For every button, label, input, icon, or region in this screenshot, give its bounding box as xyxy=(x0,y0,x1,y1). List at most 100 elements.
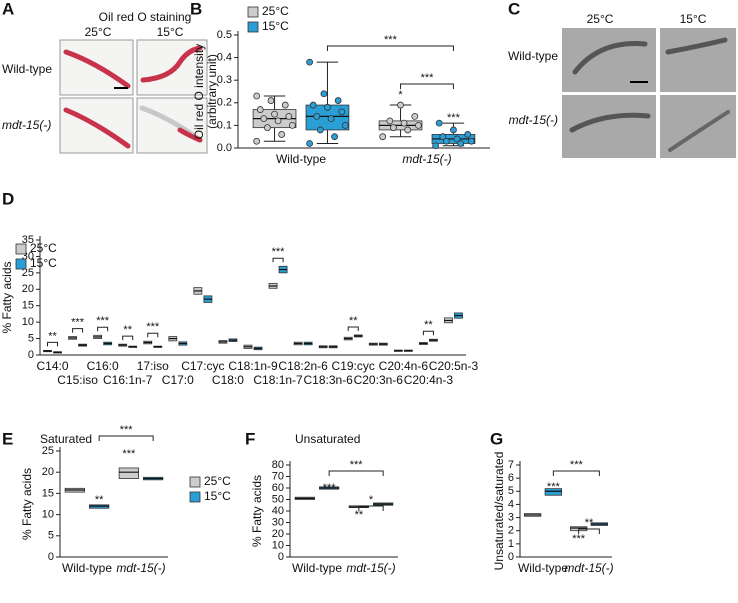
data-point xyxy=(334,97,342,104)
y-tick-label: 0 xyxy=(508,551,514,563)
significance-label: *** xyxy=(547,481,561,493)
y-tick-label: 5 xyxy=(508,485,514,497)
y-tick-label: 4 xyxy=(508,498,514,510)
y-tick-label: 50 xyxy=(272,493,284,505)
data-point xyxy=(274,117,282,125)
y-tick-label: 10 xyxy=(22,316,34,328)
y-axis-label: % Fatty acids xyxy=(0,261,14,333)
y-tick-label: 80 xyxy=(272,459,284,471)
significance-label: ** xyxy=(123,324,132,336)
y-tick-label: 20 xyxy=(42,466,54,478)
significance-bracket xyxy=(358,505,384,511)
x-tick-label: Wild-type xyxy=(276,152,326,166)
significance-label: ** xyxy=(349,315,358,327)
data-point xyxy=(442,137,450,145)
data-point xyxy=(467,137,475,145)
legend-swatch xyxy=(15,258,27,270)
row-label: mdt-15(-) xyxy=(2,118,51,132)
significance-label: *** xyxy=(96,315,110,327)
y-tick-label: 0.0 xyxy=(217,142,232,154)
significance-label: *** xyxy=(572,533,586,545)
y-tick-label: 0.4 xyxy=(217,52,232,64)
significance-label: *** xyxy=(146,321,160,333)
significance-label: *** xyxy=(272,246,286,258)
x-tick-label: mdt-15(-) xyxy=(402,152,451,166)
worm xyxy=(63,107,131,149)
significance-bracket xyxy=(147,332,159,338)
significance-bracket xyxy=(122,335,134,341)
data-point xyxy=(320,90,328,98)
x-tick-label: C18:1n-7 xyxy=(253,373,303,387)
panel-a: A Oil red O staining 25°C 15°C Wild-type… xyxy=(2,0,208,154)
legend-swatch xyxy=(15,243,27,255)
significance-label: *** xyxy=(323,482,337,494)
worm xyxy=(140,45,203,83)
significance-label: ** xyxy=(95,494,104,506)
worm xyxy=(665,37,728,55)
y-tick-label: 0.1 xyxy=(217,119,232,131)
y-tick-label: 25 xyxy=(42,445,54,457)
data-point xyxy=(432,142,440,150)
panel-letter: A xyxy=(2,0,14,18)
y-tick-label: 5 xyxy=(48,530,54,542)
data-point xyxy=(285,112,293,120)
significance-label: ** xyxy=(424,319,433,331)
significance-label: * xyxy=(369,494,374,506)
chart-title: Saturated xyxy=(40,432,92,446)
data-point xyxy=(313,112,321,120)
x-tick-label: C18:0 xyxy=(212,373,244,387)
panel-letter: G xyxy=(490,429,503,448)
significance-bracket xyxy=(72,328,84,333)
row-label: mdt-15(-) xyxy=(509,113,558,127)
x-tick-label: C19:cyc xyxy=(332,359,375,373)
x-tick-label: Wild-type xyxy=(62,561,112,575)
worm xyxy=(572,41,648,75)
data-point xyxy=(306,140,314,147)
data-point xyxy=(309,101,317,109)
y-axis-label: Oil red O intensity xyxy=(192,44,206,139)
data-point xyxy=(379,133,387,141)
x-tick-label: mdt-15(-) xyxy=(346,561,395,575)
y-tick-label: 20 xyxy=(272,528,284,540)
x-tick-label: C18:2n-6 xyxy=(278,359,328,373)
legend-label: 25°C xyxy=(204,474,231,488)
box xyxy=(544,488,563,496)
y-axis-label: Unsaturated/saturated xyxy=(492,452,506,571)
x-tick-label: C18:3n-6 xyxy=(303,373,353,387)
y-tick-label: 30 xyxy=(272,516,284,528)
data-point xyxy=(260,115,268,123)
significance-bracket xyxy=(98,435,154,441)
data-point xyxy=(450,126,457,134)
significance-label: *** xyxy=(122,448,136,460)
x-tick-label: mdt-15(-) xyxy=(116,561,165,575)
y-tick-label: 35 xyxy=(22,234,34,246)
legend-label: 15°C xyxy=(30,256,57,270)
significance-bracket xyxy=(347,326,359,331)
x-tick-label: C20:4n-6 xyxy=(379,359,429,373)
column-label: 25°C xyxy=(85,25,112,39)
data-point xyxy=(404,126,412,134)
x-tick-label: C16:1n-7 xyxy=(103,373,153,387)
significance-label: *** xyxy=(384,34,398,46)
legend-swatch xyxy=(189,476,201,488)
significance-bracket xyxy=(97,326,109,332)
x-tick-label: C20:5n-3 xyxy=(429,359,479,373)
worm xyxy=(63,49,131,89)
data-point xyxy=(267,97,275,104)
y-tick-label: 0 xyxy=(28,349,34,361)
data-point xyxy=(253,137,261,145)
data-point xyxy=(278,131,286,138)
data-point xyxy=(281,101,289,109)
data-point xyxy=(386,117,394,125)
panel-c: C 25°C 15°C Wild-type mdt-15(-) xyxy=(508,0,736,158)
row-label: Wild-type xyxy=(508,49,558,63)
x-tick-label: C15:iso xyxy=(57,373,98,387)
box xyxy=(118,467,139,479)
significance-label: *** xyxy=(570,459,584,471)
panel-letter: D xyxy=(2,189,14,208)
y-tick-label: 5 xyxy=(28,332,34,344)
panel-letter: C xyxy=(508,0,520,18)
significance-label: ** xyxy=(48,330,57,342)
data-point xyxy=(256,106,264,113)
